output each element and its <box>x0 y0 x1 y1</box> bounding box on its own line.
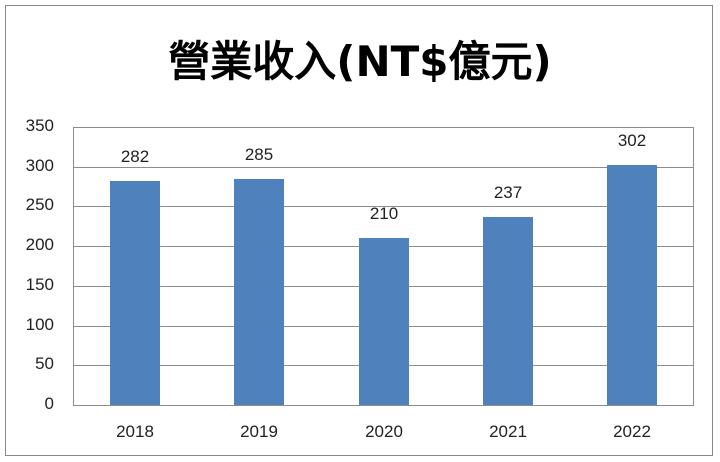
y-tick-label: 250 <box>25 195 54 214</box>
y-tick-label: 50 <box>35 354 54 373</box>
y-tick-label: 350 <box>25 116 54 135</box>
x-tick-label: 2018 <box>116 422 154 441</box>
data-label: 302 <box>617 131 647 150</box>
chart-title: 營業收入(NT$億元) <box>168 37 552 86</box>
bar-2021 <box>483 217 533 405</box>
x-tick-label: 2020 <box>365 422 403 441</box>
bar-2018 <box>110 181 160 405</box>
x-tick-label: 2022 <box>613 422 651 441</box>
bar-2020 <box>359 238 409 405</box>
y-tick-label: 100 <box>25 315 54 334</box>
data-label: 285 <box>244 145 274 164</box>
y-tick-label: 150 <box>25 275 54 294</box>
data-label: 237 <box>493 183 523 202</box>
bar-2022 <box>607 165 657 405</box>
data-label: 210 <box>369 204 399 223</box>
y-tick-label: 200 <box>25 235 54 254</box>
plot-area <box>73 127 694 405</box>
x-tick-label: 2021 <box>489 422 527 441</box>
y-tick-label: 0 <box>44 394 54 413</box>
gridline <box>73 167 694 168</box>
gridline <box>73 405 694 406</box>
y-tick-label: 300 <box>25 156 54 175</box>
bar-2019 <box>234 179 284 405</box>
gridline <box>73 206 694 207</box>
x-tick-label: 2019 <box>240 422 278 441</box>
data-label: 282 <box>120 147 150 166</box>
